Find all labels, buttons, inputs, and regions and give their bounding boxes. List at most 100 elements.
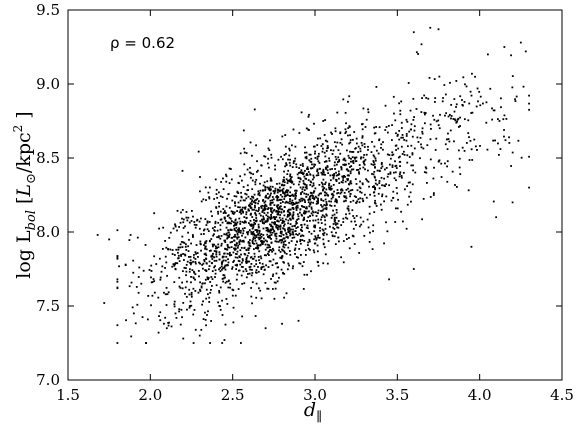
scatter-point	[398, 138, 401, 141]
scatter-point	[252, 201, 255, 203]
scatter-point	[245, 213, 248, 216]
scatter-point	[210, 249, 212, 252]
scatter-point	[301, 190, 304, 193]
scatter-point	[252, 173, 255, 176]
scatter-point	[304, 210, 307, 213]
scatter-point	[409, 191, 412, 194]
scatter-point	[310, 232, 313, 235]
scatter-point	[289, 195, 291, 198]
scatter-point	[226, 303, 229, 305]
scatter-point	[329, 179, 332, 182]
scatter-point	[317, 264, 320, 267]
scatter-point	[321, 214, 324, 217]
scatter-point	[210, 238, 213, 240]
scatter-point	[173, 254, 176, 256]
scatter-point	[327, 240, 330, 242]
scatter-point	[288, 149, 291, 152]
scatter-point	[297, 176, 300, 179]
scatter-point	[269, 177, 272, 180]
scatter-point	[237, 244, 240, 247]
scatter-point	[267, 229, 269, 231]
scatter-point	[325, 233, 328, 236]
scatter-point	[304, 186, 307, 189]
scatter-point	[213, 250, 216, 252]
scatter-point	[368, 241, 371, 243]
scatter-point	[380, 163, 383, 166]
scatter-point	[224, 264, 227, 267]
scatter-point	[167, 324, 170, 327]
scatter-point	[363, 163, 366, 166]
scatter-point	[470, 112, 473, 114]
scatter-point	[288, 230, 291, 233]
scatter-point	[257, 244, 260, 247]
scatter-point	[432, 194, 435, 196]
scatter-point	[224, 281, 227, 284]
scatter-point	[406, 161, 409, 164]
scatter-point	[241, 315, 244, 318]
scatter-point	[386, 230, 389, 233]
scatter-point	[455, 80, 458, 82]
scatter-point	[307, 193, 310, 196]
scatter-point	[292, 207, 295, 210]
scatter-point	[400, 210, 403, 213]
scatter-point	[223, 239, 226, 242]
scatter-point	[283, 272, 286, 275]
scatter-point	[213, 266, 216, 269]
scatter-point	[354, 178, 357, 181]
scatter-point	[287, 228, 289, 231]
scatter-point	[330, 205, 333, 207]
scatter-point	[325, 188, 328, 191]
scatter-point	[279, 202, 282, 204]
scatter-point	[344, 175, 346, 178]
scatter-point	[282, 245, 285, 248]
scatter-point	[242, 270, 245, 273]
scatter-point	[259, 243, 262, 246]
scatter-point	[266, 186, 269, 189]
scatter-point	[306, 168, 308, 170]
scatter-point	[263, 206, 266, 208]
scatter-point	[286, 191, 289, 194]
scatter-point	[492, 200, 495, 203]
scatter-point	[193, 221, 196, 223]
scatter-point	[182, 270, 184, 273]
scatter-point	[294, 197, 297, 200]
scatter-point	[334, 130, 337, 133]
scatter-point	[318, 162, 321, 164]
scatter-point	[220, 181, 223, 183]
scatter-point	[372, 224, 375, 227]
scatter-point	[305, 127, 308, 130]
scatter-point	[309, 215, 311, 217]
scatter-point	[250, 287, 252, 289]
scatter-point	[342, 240, 345, 242]
scatter-point	[257, 208, 260, 211]
scatter-point	[320, 198, 323, 201]
scatter-point	[234, 233, 236, 236]
scatter-point	[355, 160, 358, 163]
scatter-point	[348, 212, 351, 215]
scatter-point	[384, 185, 386, 187]
scatter-point	[219, 224, 222, 227]
scatter-point	[268, 216, 271, 219]
scatter-point	[295, 205, 298, 208]
scatter-point	[355, 142, 358, 145]
scatter-point	[233, 211, 236, 214]
scatter-point	[411, 183, 414, 186]
scatter-point	[323, 134, 326, 136]
scatter-point	[283, 210, 285, 212]
scatter-point	[444, 143, 447, 146]
scatter-point	[245, 248, 248, 251]
scatter-point	[309, 184, 312, 186]
scatter-point	[238, 240, 241, 243]
scatter-point	[279, 189, 282, 192]
scatter-point	[225, 175, 228, 178]
scatter-point	[203, 228, 206, 231]
scatter-point	[446, 148, 449, 151]
scatter-point	[333, 173, 336, 175]
scatter-point	[263, 222, 265, 225]
scatter-point	[406, 145, 409, 148]
scatter-point	[247, 222, 250, 224]
scatter-point	[280, 232, 283, 235]
scatter-point	[258, 238, 261, 241]
scatter-point	[394, 207, 397, 210]
scatter-point	[430, 127, 432, 130]
